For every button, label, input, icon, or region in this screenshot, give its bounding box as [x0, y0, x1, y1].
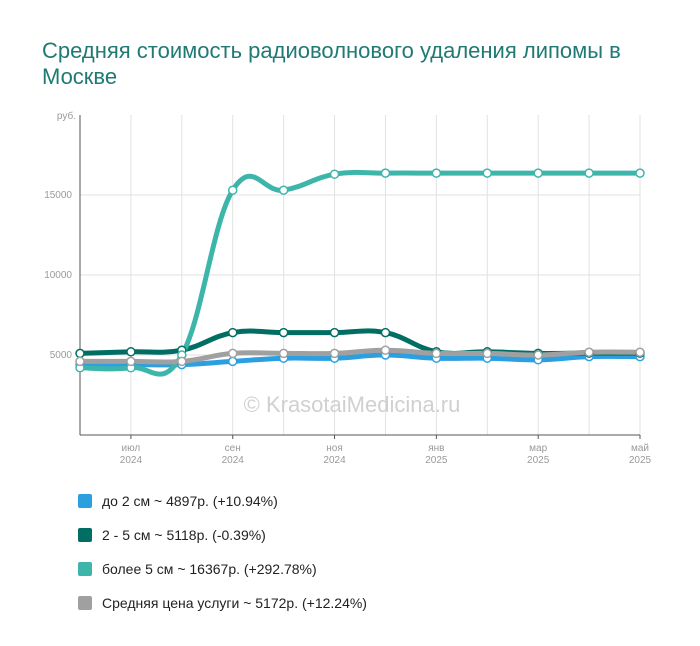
y-tick-label: 15000 [44, 190, 72, 201]
legend-swatch [78, 528, 92, 542]
watermark: © KrasotaiMedicina.ru [244, 392, 461, 417]
x-tick-label-month: ноя [326, 443, 343, 454]
data-point[interactable] [329, 169, 340, 179]
legend: до 2 см ~ 4897р. (+10.94%) 2 - 5 см ~ 511… [78, 484, 367, 620]
legend-item[interactable]: более 5 см ~ 16367р. (+292.78%) [78, 552, 367, 586]
data-point[interactable] [635, 347, 645, 357]
data-point[interactable] [278, 185, 289, 195]
data-point[interactable] [227, 185, 238, 195]
data-point[interactable] [75, 356, 85, 367]
x-tick-label-month: май [631, 443, 649, 454]
data-point[interactable] [431, 348, 442, 359]
data-point[interactable] [584, 347, 594, 357]
x-tick-label-month: мар [529, 443, 547, 454]
data-point[interactable] [533, 168, 543, 178]
legend-swatch [78, 562, 92, 576]
data-point[interactable] [380, 327, 391, 338]
legend-label: Средняя цена услуги ~ 5172р. (+12.24%) [102, 595, 367, 611]
series-line-3 [77, 347, 643, 365]
data-point[interactable] [278, 327, 289, 338]
legend-item[interactable]: Средняя цена услуги ~ 5172р. (+12.24%) [78, 586, 367, 620]
x-tick-label-year: 2025 [425, 455, 448, 466]
data-point[interactable] [482, 348, 493, 359]
line-chart: © KrasotaiMedicina.ru 50001000015000руб.… [44, 110, 651, 466]
data-point[interactable] [584, 168, 594, 178]
data-point[interactable] [227, 348, 238, 359]
series-line-2 [77, 169, 643, 377]
legend-label: до 2 см ~ 4897р. (+10.94%) [102, 493, 278, 509]
legend-label: 2 - 5 см ~ 5118р. (-0.39%) [102, 527, 266, 543]
grid [79, 115, 641, 435]
data-point[interactable] [227, 356, 238, 367]
y-tick-label: 5000 [50, 350, 73, 361]
legend-swatch [78, 494, 92, 508]
x-tick-label-year: 2025 [527, 455, 550, 466]
data-point[interactable] [75, 348, 85, 359]
data-point[interactable] [533, 350, 543, 360]
legend-swatch [78, 596, 92, 610]
y-axis-label: руб. [57, 110, 76, 122]
series-points [75, 168, 645, 373]
y-tick-label: 10000 [44, 270, 72, 281]
x-tick-label-year: 2024 [323, 455, 346, 466]
data-point[interactable] [329, 327, 340, 338]
legend-label: более 5 см ~ 16367р. (+292.78%) [102, 561, 317, 577]
x-tick-label-month: сен [225, 443, 241, 454]
data-point[interactable] [126, 356, 136, 367]
legend-item[interactable]: до 2 см ~ 4897р. (+10.94%) [78, 484, 367, 518]
data-point[interactable] [482, 168, 493, 178]
x-tick-label-year: 2024 [120, 455, 143, 466]
data-point[interactable] [380, 345, 391, 355]
x-tick-label-month: янв [428, 443, 444, 454]
chart-title: Средняя стоимость радиоволнового удалени… [42, 38, 621, 89]
axis-labels: 50001000015000руб.июл2024сен2024ноя2024я… [44, 110, 651, 466]
x-tick-label-year: 2025 [629, 455, 652, 466]
data-point[interactable] [431, 168, 442, 178]
data-point[interactable] [177, 356, 187, 367]
x-tick-label-year: 2024 [222, 455, 245, 466]
data-point[interactable] [635, 168, 645, 178]
series-lines [77, 169, 643, 377]
data-point[interactable] [329, 348, 340, 359]
axes [79, 115, 641, 439]
data-point[interactable] [380, 168, 391, 178]
x-tick-label-month: июл [122, 443, 141, 454]
legend-item[interactable]: 2 - 5 см ~ 5118р. (-0.39%) [78, 518, 367, 552]
data-point[interactable] [227, 327, 238, 338]
data-point[interactable] [126, 347, 136, 357]
data-point[interactable] [278, 348, 289, 359]
